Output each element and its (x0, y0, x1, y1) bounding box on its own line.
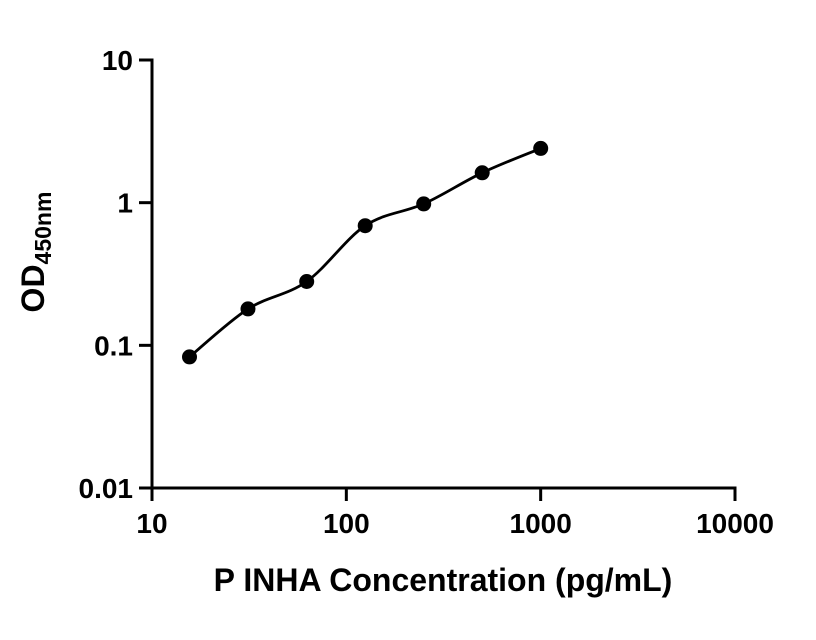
plot-layer: 10 100 1000 10000 10 1 0.1 0.01 (79, 45, 774, 539)
y-axis-label: OD450nm (15, 192, 56, 313)
x-tick-label: 10 (136, 508, 167, 539)
data-point (474, 165, 490, 181)
x-axis-label: P INHA Concentration (pg/mL) (214, 562, 673, 598)
fit-curve (188, 147, 542, 358)
y-axis-label-subscript: 450nm (30, 192, 56, 265)
data-point (240, 301, 256, 317)
data-point (416, 196, 432, 212)
y-axis-label-main: OD (15, 264, 51, 312)
data-point (182, 349, 197, 365)
y-tick-label: 1 (117, 188, 133, 219)
y-tick-label: 10 (102, 45, 133, 76)
x-tick-label: 100 (323, 508, 370, 539)
axes-frame (150, 58, 737, 490)
y-tick-label: 0.01 (79, 473, 134, 504)
x-tick-label: 10000 (696, 508, 774, 539)
x-tick-label: 1000 (510, 508, 572, 539)
y-tick-label: 0.1 (94, 330, 133, 361)
data-point (357, 218, 373, 234)
data-point (299, 274, 315, 289)
data-point (533, 140, 549, 156)
